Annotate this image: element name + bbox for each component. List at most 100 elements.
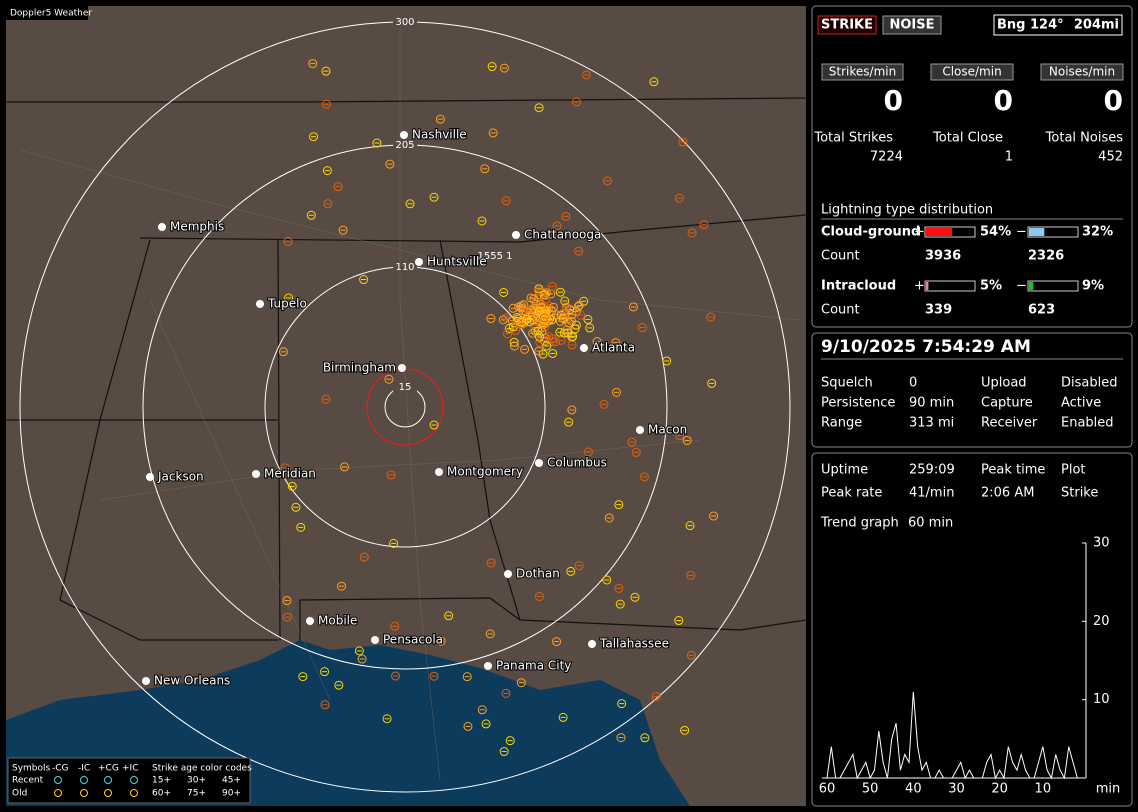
- legend-age: 60+: [152, 789, 171, 799]
- strike: [583, 447, 593, 457]
- strike: [296, 522, 306, 532]
- strike: [508, 303, 518, 313]
- strike: [631, 447, 641, 457]
- mode-button[interactable]: [817, 15, 877, 35]
- strike: [429, 192, 439, 202]
- strike: [499, 747, 509, 757]
- legend-label: Strike age color codes: [152, 764, 252, 774]
- strike: [282, 612, 292, 622]
- stat: Trend graph: [820, 516, 899, 531]
- x-unit: min: [1096, 782, 1121, 797]
- strike: [534, 103, 544, 113]
- strike: [686, 570, 696, 580]
- map: 300 205 110 15 1555 1 Nashville Memphis Chattan…: [6, 6, 806, 806]
- city-label: Memphis: [170, 220, 224, 234]
- type-label: Cloud-ground: [821, 225, 920, 240]
- strike: [614, 500, 624, 510]
- setting: 313 mi: [909, 416, 954, 431]
- city-label: Birmingham: [323, 361, 396, 375]
- strike: [516, 678, 526, 688]
- count-label: Count: [821, 303, 860, 318]
- ring-label: 205: [395, 140, 414, 151]
- city-label: Mobile: [318, 614, 357, 628]
- setting: Capture: [981, 396, 1033, 411]
- strike: [707, 378, 717, 388]
- strike: [524, 306, 534, 316]
- strike: [509, 341, 519, 351]
- rate-value: 0: [884, 84, 903, 117]
- strike: [485, 629, 495, 639]
- legend-age: 90+: [222, 789, 241, 799]
- strike: [429, 420, 439, 430]
- mode-button[interactable]: [882, 15, 942, 35]
- strike: [287, 481, 297, 491]
- strike: [477, 216, 487, 226]
- legend-icon: [130, 789, 138, 797]
- rate-label: Noises/min: [1049, 65, 1115, 79]
- strike: [436, 636, 446, 646]
- bar: [1029, 282, 1034, 290]
- strike: [534, 591, 544, 601]
- strike: [321, 66, 331, 76]
- strike: [540, 294, 550, 304]
- strike: [340, 462, 350, 472]
- strike: [581, 70, 591, 80]
- strike: [308, 59, 318, 69]
- stat: 41/min: [909, 486, 954, 501]
- legend-icon: [104, 776, 112, 784]
- percent: 54%: [980, 225, 1011, 240]
- stat: 60 min: [908, 516, 953, 531]
- city-label: New Orleans: [154, 674, 230, 688]
- sign: +: [914, 279, 925, 294]
- rate-label: Close/min: [942, 65, 1001, 79]
- city-dot: [398, 364, 406, 372]
- city-label: Atlanta: [592, 341, 635, 355]
- count: 2326: [1028, 249, 1064, 264]
- total-label: Total Noises: [1045, 131, 1124, 146]
- setting: 0: [909, 376, 917, 391]
- strike: [462, 672, 472, 682]
- strike: [572, 97, 582, 107]
- strike: [706, 312, 716, 322]
- strike: [504, 323, 514, 333]
- strike: [592, 337, 602, 347]
- ring-label-bg: [393, 261, 417, 273]
- stat: 2:06 AM: [981, 486, 1034, 501]
- strike: [320, 667, 330, 677]
- stat: Strike: [1061, 486, 1098, 501]
- strike: [320, 700, 330, 710]
- strike: [573, 302, 583, 312]
- strike: [561, 211, 571, 221]
- city-dot: [252, 470, 260, 478]
- city-dot: [256, 300, 264, 308]
- city-dot: [146, 473, 154, 481]
- stat: Peak rate: [821, 486, 882, 501]
- strike: [599, 399, 609, 409]
- strike: [686, 650, 696, 660]
- strike: [488, 128, 498, 138]
- strike: [662, 356, 672, 366]
- strike: [547, 334, 557, 344]
- strike: [574, 561, 584, 571]
- strike: [540, 289, 550, 299]
- strike: [501, 196, 511, 206]
- strike: [533, 326, 543, 336]
- strike: [542, 341, 552, 351]
- strike: [675, 431, 685, 441]
- city-dot: [435, 468, 443, 476]
- setting: Range: [821, 416, 862, 431]
- x-tick-label: 20: [991, 782, 1008, 797]
- bar-frame: [924, 280, 976, 292]
- percent: 32%: [1082, 225, 1113, 240]
- type-label: Intracloud: [821, 279, 896, 294]
- strike: [390, 621, 400, 631]
- ring-label: 15: [399, 382, 412, 393]
- rate-button: [1040, 63, 1124, 81]
- city-dot: [484, 662, 492, 670]
- city-dot: [636, 426, 644, 434]
- strike: [278, 347, 288, 357]
- sign: −: [1016, 225, 1027, 240]
- city-dot: [580, 344, 588, 352]
- strike: [306, 210, 316, 220]
- strike: [628, 302, 638, 312]
